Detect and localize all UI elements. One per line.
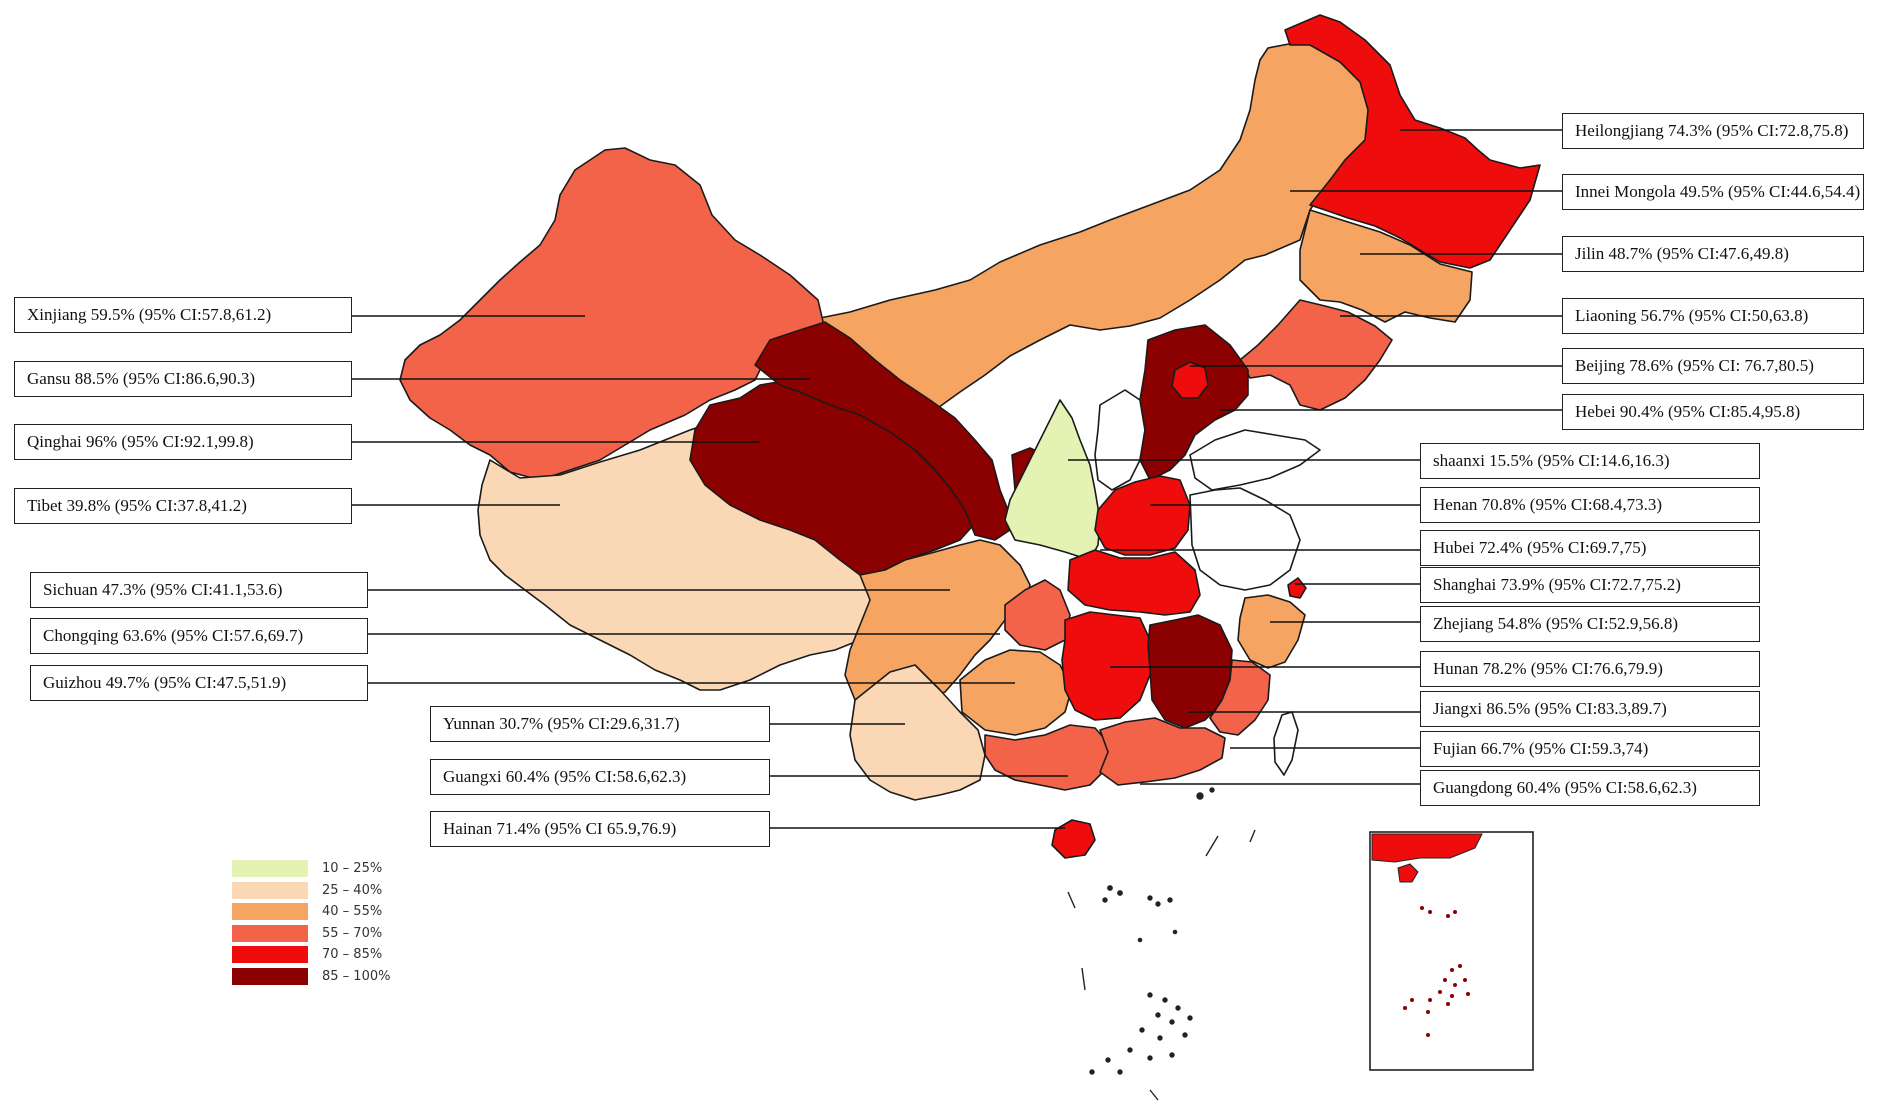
region-xinjiang[interactable] xyxy=(399,147,826,481)
callout-hainan: Hainan 71.4% (95% CI 65.9,76.9) xyxy=(430,811,770,847)
region-hunan[interactable] xyxy=(1061,611,1153,721)
callout-beijing: Beijing 78.6% (95% CI: 76.7,80.5) xyxy=(1562,348,1864,384)
region-shanxi[interactable] xyxy=(1094,389,1146,491)
callout-jiangxi: Jiangxi 86.5% (95% CI:83.3,89.7) xyxy=(1420,691,1760,727)
region-guizhou[interactable] xyxy=(959,649,1073,736)
region-jiangsu-anhui[interactable] xyxy=(1189,487,1301,591)
region-hebei[interactable] xyxy=(1139,324,1249,481)
region-taiwan xyxy=(1273,711,1299,776)
legend-item: 40 – 55% xyxy=(232,901,390,923)
region-hubei[interactable] xyxy=(1067,549,1201,616)
region-jilin[interactable] xyxy=(1299,209,1473,323)
south-china-sea-inset xyxy=(1369,831,1534,1071)
legend-label: 55 – 70% xyxy=(322,925,383,941)
region-shanghai[interactable] xyxy=(1287,577,1307,599)
legend-swatch xyxy=(232,881,308,899)
legend-label: 10 – 25% xyxy=(322,861,383,877)
callout-guangdong: Guangdong 60.4% (95% CI:58.6,62.3) xyxy=(1420,770,1760,806)
map-legend: 10 – 25% 25 – 40% 40 – 55% 55 – 70% 70 –… xyxy=(232,858,390,987)
callout-xinjiang: Xinjiang 59.5% (95% CI:57.8,61.2) xyxy=(14,297,352,333)
region-yunnan[interactable] xyxy=(849,664,986,801)
region-beijing[interactable] xyxy=(1171,361,1209,399)
legend-item: 10 – 25% xyxy=(232,858,390,880)
region-hainan[interactable] xyxy=(1051,819,1096,859)
legend-label: 70 – 85% xyxy=(322,947,383,963)
legend-swatch xyxy=(232,860,308,878)
region-guangxi[interactable] xyxy=(984,724,1111,791)
callout-hebei: Hebei 90.4% (95% CI:85.4,95.8) xyxy=(1562,394,1864,430)
legend-label: 85 – 100% xyxy=(322,968,391,984)
region-henan[interactable] xyxy=(1094,475,1191,556)
callout-hubei: Hubei 72.4% (95% CI:69.7,75) xyxy=(1420,530,1760,566)
legend-swatch xyxy=(232,903,308,921)
region-guangdong[interactable] xyxy=(1099,717,1226,786)
legend-swatch xyxy=(232,946,308,964)
legend-label: 40 – 55% xyxy=(322,904,383,920)
callout-shanghai: Shanghai 73.9% (95% CI:72.7,75.2) xyxy=(1420,567,1760,603)
legend-label: 25 – 40% xyxy=(322,882,383,898)
region-shaanxi[interactable] xyxy=(1004,399,1101,561)
callout-hunan: Hunan 78.2% (95% CI:76.6,79.9) xyxy=(1420,651,1760,687)
callout-gansu: Gansu 88.5% (95% CI:86.6,90.3) xyxy=(14,361,352,397)
callout-guangxi: Guangxi 60.4% (95% CI:58.6,62.3) xyxy=(430,759,770,795)
legend-item: 85 – 100% xyxy=(232,966,390,988)
callout-henan: Henan 70.8% (95% CI:68.4,73.3) xyxy=(1420,487,1760,523)
legend-swatch xyxy=(232,967,308,985)
region-fujian[interactable] xyxy=(1209,659,1271,736)
callout-heilongjiang: Heilongjiang 74.3% (95% CI:72.8,75.8) xyxy=(1562,113,1864,149)
callout-liaoning: Liaoning 56.7% (95% CI:50,63.8) xyxy=(1562,298,1864,334)
region-heilongjiang[interactable] xyxy=(1284,14,1541,269)
callout-shaanxi: shaanxi 15.5% (95% CI:14.6,16.3) xyxy=(1420,443,1760,479)
callout-chongqing: Chongqing 63.6% (95% CI:57.6,69.7) xyxy=(30,618,368,654)
callout-innei-mongola: Innei Mongola 49.5% (95% CI:44.6,54.4) xyxy=(1562,174,1864,210)
legend-swatch xyxy=(232,924,308,942)
region-zhejiang[interactable] xyxy=(1237,594,1306,669)
callout-yunnan: Yunnan 30.7% (95% CI:29.6,31.7) xyxy=(430,706,770,742)
callout-sichuan: Sichuan 47.3% (95% CI:41.1,53.6) xyxy=(30,572,368,608)
south-china-sea-islands xyxy=(1067,787,1256,1101)
legend-item: 55 – 70% xyxy=(232,923,390,945)
legend-item: 70 – 85% xyxy=(232,944,390,966)
legend-item: 25 – 40% xyxy=(232,880,390,902)
callout-zhejiang: Zhejiang 54.8% (95% CI:52.9,56.8) xyxy=(1420,606,1760,642)
callout-guizhou: Guizhou 49.7% (95% CI:47.5,51.9) xyxy=(30,665,368,701)
callout-jilin: Jilin 48.7% (95% CI:47.6,49.8) xyxy=(1562,236,1864,272)
callout-fujian: Fujian 66.7% (95% CI:59.3,74) xyxy=(1420,731,1760,767)
callout-tibet: Tibet 39.8% (95% CI:37.8,41.2) xyxy=(14,488,352,524)
callout-qinghai: Qinghai 96% (95% CI:92.1,99.8) xyxy=(14,424,352,460)
